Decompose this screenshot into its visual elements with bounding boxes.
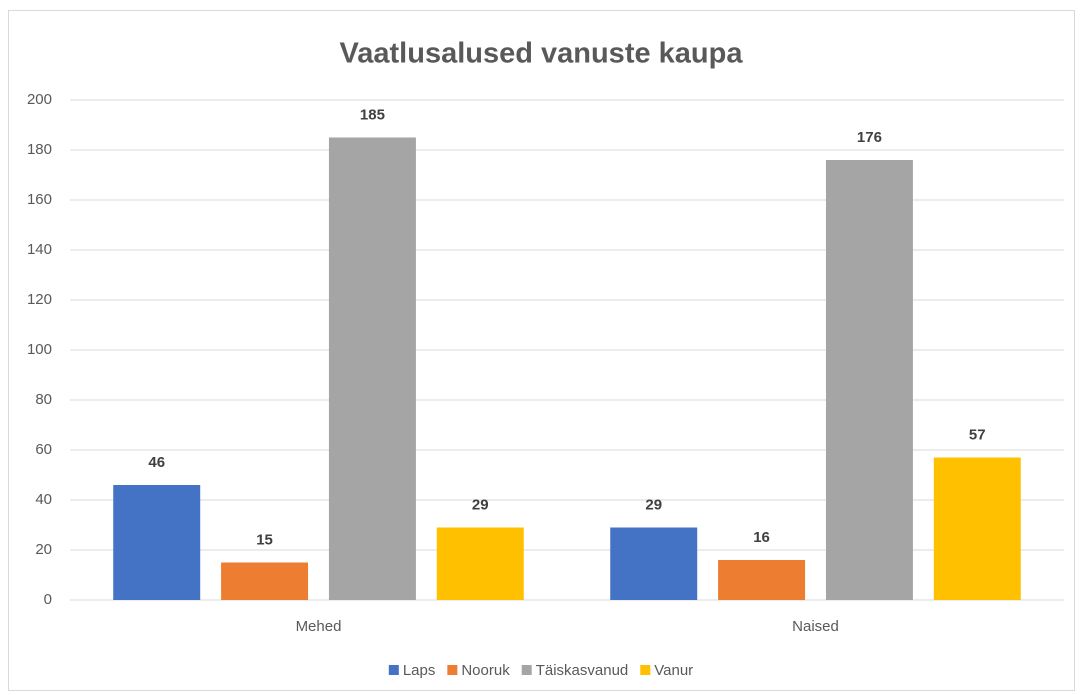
y-tick-label: 80 xyxy=(35,391,52,408)
x-tick-label: Naised xyxy=(792,618,839,635)
bar xyxy=(436,527,524,600)
y-tick-label: 0 xyxy=(44,591,52,608)
bar xyxy=(328,137,416,600)
y-tick-label: 140 xyxy=(27,241,52,258)
data-label: 46 xyxy=(148,454,165,471)
data-label: 15 xyxy=(256,531,273,548)
bar xyxy=(825,160,913,600)
y-tick-label: 20 xyxy=(35,541,52,558)
y-tick-label: 60 xyxy=(35,441,52,458)
legend-swatch xyxy=(640,665,651,675)
data-label: 29 xyxy=(645,496,662,513)
legend-swatch xyxy=(447,665,458,675)
legend-label: Nooruk xyxy=(461,662,510,679)
legend-swatch xyxy=(521,665,532,675)
y-tick-label: 40 xyxy=(35,491,52,508)
chart-title: Vaatlusalused vanuste kaupa xyxy=(340,38,744,70)
legend-label: Vanur xyxy=(654,662,693,679)
data-label: 16 xyxy=(753,529,770,546)
y-tick-label: 100 xyxy=(27,341,52,358)
data-label: 176 xyxy=(857,129,882,146)
bar xyxy=(933,457,1021,600)
data-label: 57 xyxy=(969,426,986,443)
y-tick-label: 200 xyxy=(27,91,52,108)
bar xyxy=(113,485,201,600)
bar xyxy=(718,560,806,600)
y-tick-label: 120 xyxy=(27,291,52,308)
bar xyxy=(610,527,698,600)
bar xyxy=(221,562,309,600)
y-tick-label: 180 xyxy=(27,141,52,158)
y-tick-label: 160 xyxy=(27,191,52,208)
data-label: 29 xyxy=(472,496,489,513)
data-label: 185 xyxy=(360,106,385,123)
legend-label: Täiskasvanud xyxy=(536,662,629,679)
legend-label: Laps xyxy=(403,662,436,679)
x-tick-label: Mehed xyxy=(296,618,342,635)
legend-swatch xyxy=(388,665,399,675)
